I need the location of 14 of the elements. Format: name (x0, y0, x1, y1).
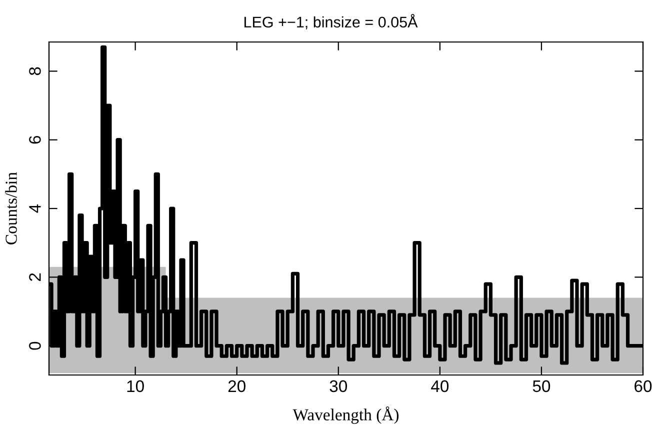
y-tick-label: 6 (29, 136, 41, 144)
y-tick-label: 0 (29, 342, 41, 350)
y-axis-title: Counts/bin (5, 172, 17, 244)
x-tick-label: 10 (127, 380, 144, 392)
x-tick-label: 50 (532, 380, 550, 392)
x-axis-title: Wavelength (Å) (292, 406, 399, 424)
x-tick-label: 40 (431, 380, 449, 392)
y-tick-label: 2 (29, 273, 41, 281)
y-tick-label: 8 (29, 67, 41, 76)
x-tick-label: 30 (330, 380, 348, 392)
y-tick-label: 4 (29, 204, 41, 213)
x-tick-label: 60 (634, 380, 652, 392)
chart-title: LEG +−1; binsize = 0.05Å (244, 14, 418, 30)
x-tick-label: 20 (228, 380, 246, 392)
